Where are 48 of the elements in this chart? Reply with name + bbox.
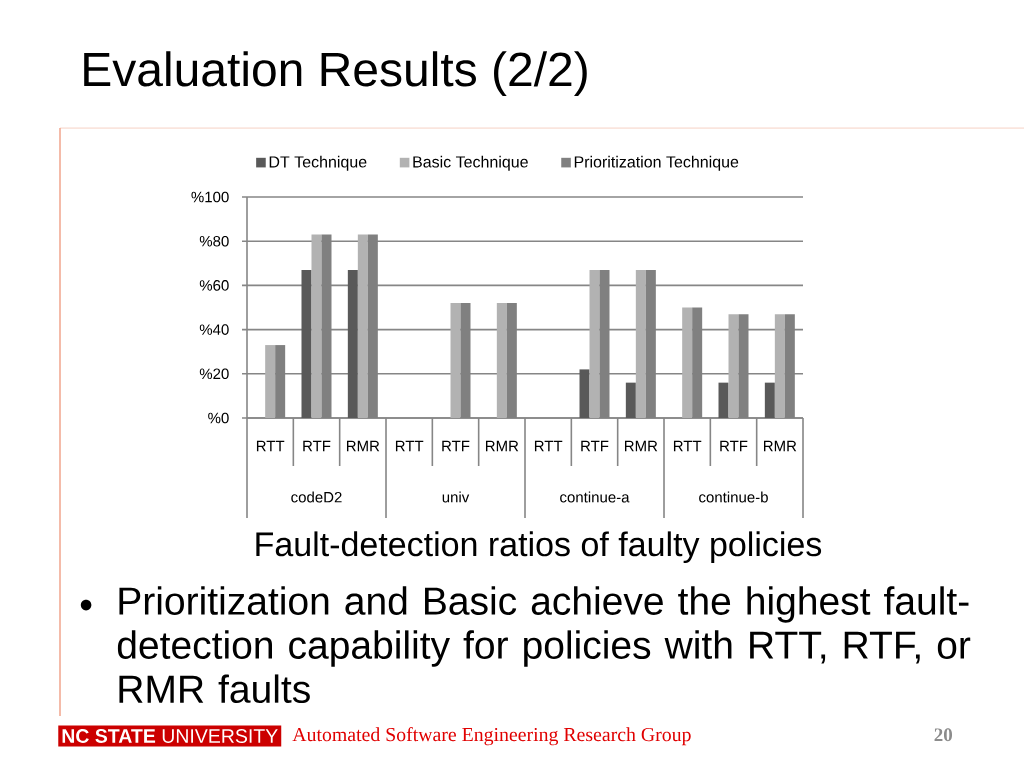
legend-label: Prioritization Technique bbox=[574, 155, 739, 171]
bar bbox=[301, 269, 312, 419]
bar bbox=[450, 303, 461, 419]
bar bbox=[579, 369, 590, 419]
y-tick-label: %40 bbox=[199, 324, 229, 335]
x-tick-label: RTF bbox=[581, 440, 609, 452]
text: Automated Software Engineering Research Group bbox=[292, 727, 691, 746]
y-tick-label: %80 bbox=[199, 235, 229, 247]
bar bbox=[625, 382, 636, 419]
y-tick-label: %60 bbox=[199, 280, 229, 291]
bar bbox=[311, 234, 322, 419]
bar bbox=[589, 269, 600, 419]
x-tick-label: RTT bbox=[256, 440, 285, 452]
bar bbox=[718, 382, 729, 419]
x-tick-label: RMR bbox=[485, 440, 519, 452]
text: 20 bbox=[934, 728, 953, 742]
x-tick-label: RTT bbox=[534, 440, 563, 452]
x-tick-label: RTF bbox=[303, 440, 331, 452]
text: codeD2 bbox=[291, 491, 342, 503]
bar bbox=[764, 382, 775, 419]
x-tick-label: RTT bbox=[673, 440, 702, 452]
bar bbox=[682, 307, 693, 419]
legend-label: DT Technique bbox=[269, 155, 367, 171]
y-tick-label: %0 bbox=[208, 412, 229, 424]
bar bbox=[728, 314, 739, 419]
x-tick-label: RMR bbox=[346, 440, 380, 452]
bar bbox=[347, 269, 358, 419]
legend-label: Basic Technique bbox=[413, 155, 528, 171]
y-tick-label: %100 bbox=[191, 191, 229, 203]
x-tick-label: RTF bbox=[720, 440, 748, 452]
chart-title: Evaluation Results (2/2) bbox=[84, 51, 587, 96]
text: continue-a bbox=[560, 491, 630, 503]
text: Prioritization and Basic achieve the highest fault-detection capability for policies with RTT, RTF, or RMR faults bbox=[117, 586, 971, 704]
bar bbox=[496, 303, 507, 419]
text: continue-b bbox=[699, 491, 768, 503]
x-tick-label: RTT bbox=[395, 440, 424, 452]
bar bbox=[357, 234, 368, 419]
bar bbox=[635, 269, 646, 419]
text: NC STATE UNIVERSITY bbox=[62, 729, 278, 743]
x-tick-label: RTF bbox=[442, 440, 470, 452]
text: univ bbox=[442, 491, 470, 503]
text: • bbox=[80, 599, 92, 611]
bar bbox=[265, 345, 276, 419]
text: Fault-detection ratios of faulty policies bbox=[256, 531, 822, 564]
y-tick-label: %20 bbox=[199, 368, 229, 380]
bar bbox=[774, 314, 785, 419]
x-tick-label: RMR bbox=[624, 440, 658, 452]
x-tick-label: RMR bbox=[763, 440, 797, 452]
